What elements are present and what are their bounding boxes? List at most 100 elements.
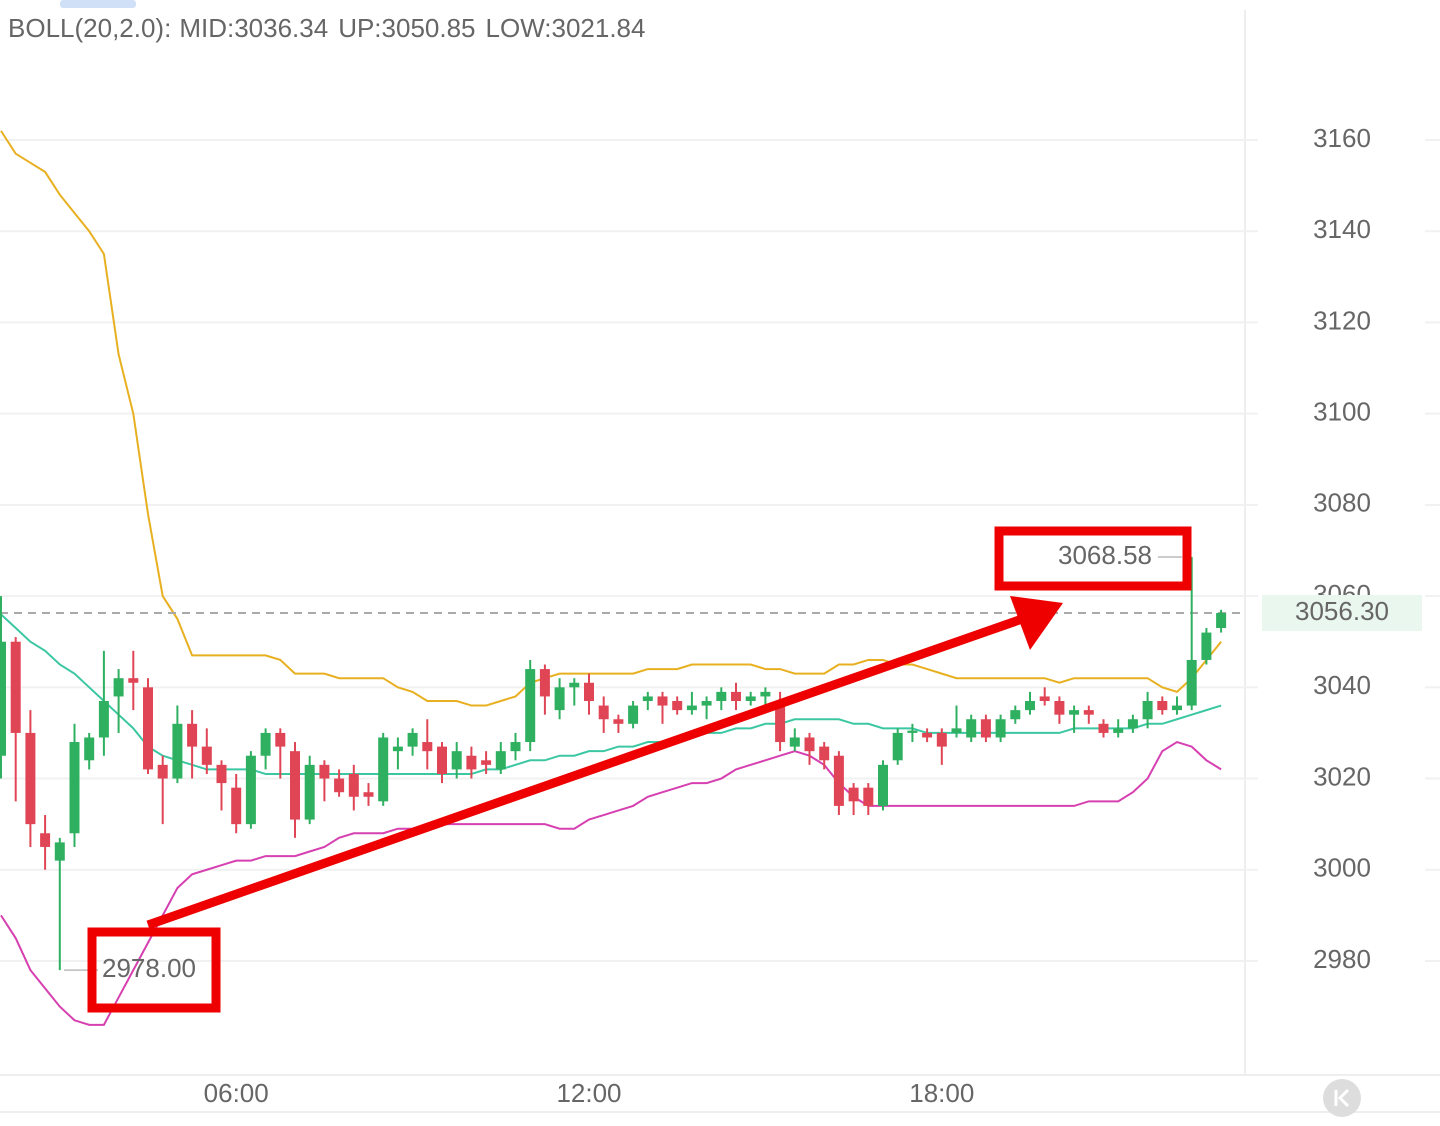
candle-body [598, 705, 609, 720]
y-tick-label: 3040 [1313, 670, 1371, 700]
candle-body [657, 696, 668, 706]
candle-body [231, 787, 242, 825]
min-label: 2978.00 [102, 953, 196, 983]
candle-body [745, 696, 756, 701]
candle-body [245, 755, 256, 825]
candle-body [451, 751, 462, 770]
candle-body [539, 669, 550, 697]
candle-body [275, 732, 286, 747]
candle-body [789, 737, 800, 747]
candle-body [378, 737, 389, 802]
candle-body [628, 705, 639, 724]
candle-body [995, 719, 1006, 738]
candle-body [363, 792, 374, 797]
candle-body [510, 742, 521, 752]
band-line [0, 740, 1222, 1026]
candle-body [1054, 700, 1065, 715]
y-tick-label: 3120 [1313, 305, 1371, 335]
y-tick-label: 3080 [1313, 488, 1371, 518]
candle-body [172, 723, 183, 779]
x-tick-label: 06:00 [204, 1078, 269, 1108]
candle-body [84, 737, 95, 761]
max-label: 3068.58 [1058, 540, 1152, 570]
y-tick-label: 3100 [1313, 397, 1371, 427]
candle-body [819, 746, 830, 761]
candle-body [422, 742, 433, 752]
candle-body [495, 751, 506, 770]
candle-body [54, 842, 65, 861]
candle-body [304, 764, 315, 820]
candle-body [1142, 700, 1153, 720]
candle-body [437, 746, 447, 774]
candle-body [113, 678, 124, 697]
indicator-title: BOLL(20,2.0): [8, 13, 171, 43]
candle-body [290, 751, 300, 820]
candle-body [1025, 700, 1035, 711]
legend-entry: MID:3036.34 [179, 13, 328, 43]
candle-body [260, 732, 271, 756]
candle-body [1069, 710, 1080, 715]
annotation-box [87, 927, 221, 1013]
candle-body [334, 778, 345, 793]
candle-body [1172, 705, 1182, 711]
candle-body [1010, 710, 1021, 720]
candle-body [642, 696, 653, 701]
candle-body [1186, 659, 1197, 706]
candle-body [1201, 632, 1212, 660]
band-line [0, 613, 1222, 775]
price-label: 3056.30 [1295, 596, 1389, 626]
x-tick-label: 12:00 [556, 1078, 621, 1108]
legend-entry: LOW:3021.84 [486, 13, 646, 43]
candle-body [392, 746, 403, 752]
y-tick-label: 3000 [1313, 853, 1371, 883]
candle-body [10, 641, 21, 733]
candle-body [878, 764, 888, 806]
candle-body [848, 787, 859, 802]
candle-body [407, 732, 418, 747]
candle-body [25, 732, 36, 825]
candle-body [863, 787, 874, 806]
candle-body [554, 687, 565, 711]
candle-body [143, 687, 153, 770]
candle-body [69, 742, 80, 834]
candle-body [922, 732, 933, 738]
price-tag [1262, 594, 1422, 631]
x-tick-label: 18:00 [909, 1078, 974, 1108]
candle-body [1216, 612, 1227, 629]
candle-body [157, 764, 168, 779]
y-tick-label: 3160 [1313, 123, 1371, 153]
y-tick-label: 3140 [1313, 214, 1371, 244]
candle-body [1039, 696, 1050, 701]
candle-body [0, 641, 6, 756]
candle-body [951, 728, 962, 733]
candle-body [804, 737, 815, 752]
candle-body [98, 700, 109, 738]
candle-body [569, 682, 580, 688]
candle-body [980, 719, 991, 738]
candle-body [686, 705, 697, 711]
candle-body [672, 700, 683, 711]
candle-body [348, 773, 359, 797]
candle-body [40, 833, 51, 847]
candle-body [1127, 719, 1138, 729]
candle-body [907, 730, 918, 733]
reset-icon [1334, 1088, 1350, 1108]
tab-indicator [60, 0, 136, 8]
candle-body [716, 691, 727, 701]
annotation-box [994, 526, 1192, 591]
candle-body [1098, 723, 1109, 733]
candle-body [936, 732, 947, 747]
candle-body [833, 755, 844, 806]
candle-body [216, 764, 227, 784]
candle-body [584, 682, 594, 701]
y-tick-label: 2980 [1313, 944, 1371, 974]
candle-body [701, 700, 712, 706]
candle-body [966, 719, 977, 738]
candle-body [187, 723, 198, 747]
candle-body [892, 732, 903, 761]
candle-body [128, 678, 139, 683]
candle-body [1113, 728, 1124, 733]
candle-body [319, 764, 330, 779]
arrow-head [1010, 596, 1063, 650]
